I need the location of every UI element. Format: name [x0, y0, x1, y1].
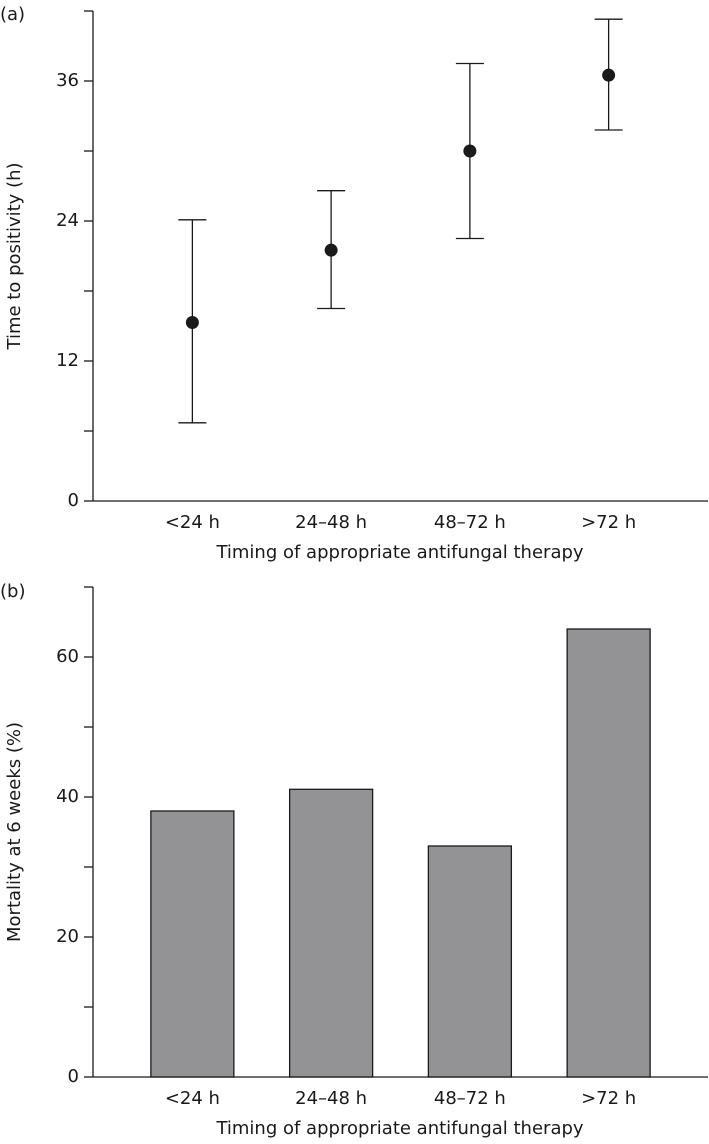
- point: [324, 243, 338, 257]
- point: [602, 68, 616, 82]
- x-axis-title: Timing of appropriate antifungal therapy: [215, 1118, 583, 1139]
- y-tick-label: 36: [56, 70, 79, 91]
- x-tick-label: <24 h: [165, 512, 220, 533]
- bar: [288, 788, 374, 1078]
- x-tick-label: 48–72 h: [434, 1088, 506, 1109]
- x-axis-title: Timing of appropriate antifungal therapy: [215, 542, 583, 563]
- x-tick-label: >72 h: [581, 512, 636, 533]
- y-tick-label: 20: [56, 926, 79, 947]
- y-tick-label: 60: [56, 646, 79, 667]
- y-tick-label: 24: [56, 210, 79, 231]
- x-tick-label: 24–48 h: [295, 512, 367, 533]
- x-tick-label: >72 h: [581, 1088, 636, 1109]
- bar: [150, 810, 235, 1078]
- bar: [566, 628, 651, 1078]
- panel-label: (a): [0, 4, 25, 25]
- y-tick-label: 0: [68, 490, 79, 511]
- panel-label: (b): [0, 581, 25, 602]
- y-tick-label: 40: [56, 786, 79, 807]
- y-tick-label: 0: [68, 1066, 79, 1087]
- y-tick-label: 12: [56, 350, 79, 371]
- x-tick-label: 24–48 h: [295, 1088, 367, 1109]
- bar: [427, 845, 513, 1078]
- x-tick-label: <24 h: [165, 1088, 220, 1109]
- point: [185, 316, 199, 329]
- x-tick-label: 48–72 h: [434, 512, 506, 533]
- y-axis-title: Mortality at 6 weeks (%): [4, 722, 25, 942]
- point: [463, 144, 477, 158]
- y-axis-title: Time to positivity (h): [4, 163, 25, 351]
